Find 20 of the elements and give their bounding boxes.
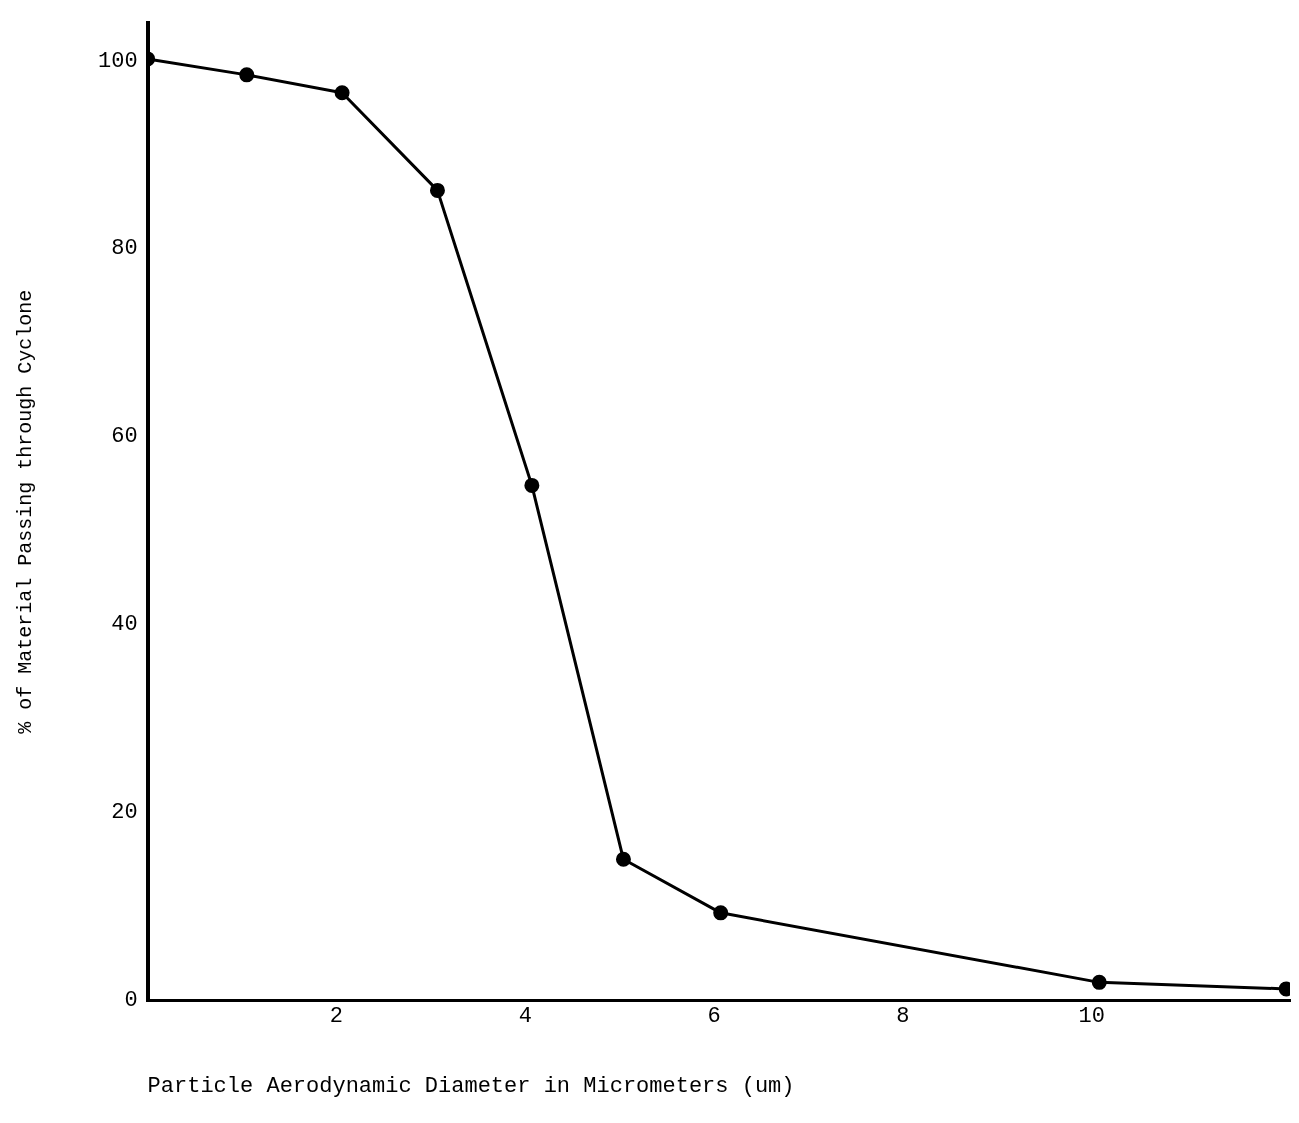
- point: [524, 477, 540, 493]
- x-tick-label: 8: [896, 1004, 910, 1030]
- point: [429, 182, 445, 198]
- y-tick-label: 20: [111, 800, 138, 826]
- y-tick-label: 100: [98, 48, 138, 74]
- point: [334, 85, 350, 101]
- y-tick-label: 40: [111, 612, 138, 638]
- y-tick-label: 80: [111, 236, 138, 262]
- x-tick-label: 2: [329, 1004, 344, 1030]
- point: [1091, 974, 1107, 990]
- y-tick-label: 0: [124, 988, 138, 1014]
- point: [239, 67, 255, 83]
- x-tick-label: 6: [707, 1004, 721, 1030]
- y-axis-title: % of Material Passing through Cyclone: [14, 289, 38, 734]
- point: [713, 905, 729, 921]
- point: [615, 851, 631, 867]
- x-tick-label: 10: [1078, 1004, 1105, 1030]
- x-tick-label: 4: [518, 1004, 532, 1030]
- x-axis-title: Particle Aerodynamic Diameter in Micrometers (um): [147, 1073, 795, 1099]
- y-tick-label: 60: [111, 424, 138, 450]
